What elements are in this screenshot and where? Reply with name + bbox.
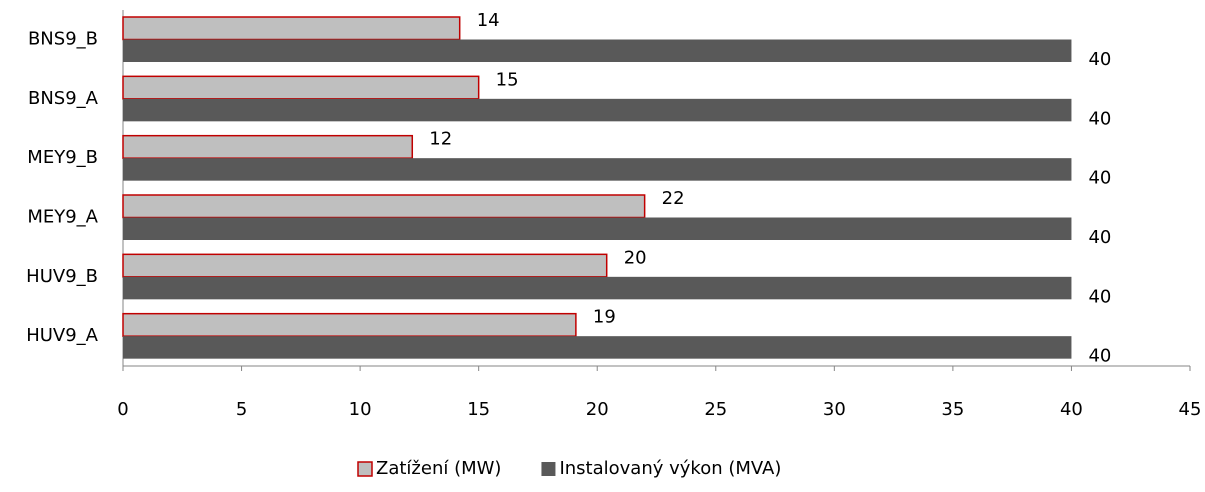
bar	[123, 158, 1072, 181]
x-tick-label: 20	[586, 399, 609, 420]
x-tick-label: 45	[1179, 399, 1202, 420]
legend-label: Instalovaný výkon (MVA)	[559, 458, 781, 479]
bar	[122, 75, 480, 100]
bar	[122, 312, 577, 337]
y-tick-label: HUV9_A	[26, 325, 98, 346]
data-label: 15	[496, 69, 519, 90]
data-label: 40	[1088, 346, 1111, 367]
data-label: 14	[477, 10, 500, 31]
legend-swatch	[541, 462, 556, 476]
bar	[122, 16, 461, 41]
bar	[123, 276, 1072, 300]
bar	[123, 217, 1072, 240]
x-tick-label: 10	[349, 399, 372, 420]
bar	[123, 39, 1072, 62]
y-tick-label: MEY9_A	[27, 207, 98, 228]
bar	[123, 98, 1072, 122]
y-tick-label: BNS9_B	[28, 29, 98, 50]
data-label: 19	[593, 307, 616, 328]
data-label: 20	[624, 247, 647, 268]
legend-label: Zatížení (MW)	[376, 458, 501, 479]
x-tick-label: 30	[823, 399, 846, 420]
bar	[122, 253, 608, 278]
x-tick-label: 5	[236, 399, 247, 420]
x-tick-label: 25	[704, 399, 727, 420]
data-label: 40	[1088, 227, 1111, 248]
y-tick-label: BNS9_A	[28, 88, 99, 109]
bar	[122, 194, 646, 219]
x-tick-label: 35	[941, 399, 964, 420]
x-tick-label: 15	[467, 399, 490, 420]
x-tick-label: 40	[1060, 399, 1083, 420]
legend-swatch	[357, 461, 373, 477]
data-label: 40	[1088, 108, 1111, 129]
y-tick-label: HUV9_B	[26, 266, 98, 287]
bar	[122, 134, 414, 159]
data-label: 40	[1088, 49, 1111, 70]
data-label: 40	[1088, 168, 1111, 189]
x-tick-label: 0	[117, 399, 128, 420]
data-label: 12	[429, 129, 452, 150]
y-tick-label: MEY9_B	[27, 147, 98, 168]
data-label: 22	[662, 188, 685, 209]
data-label: 40	[1088, 286, 1111, 307]
bar	[123, 336, 1072, 359]
